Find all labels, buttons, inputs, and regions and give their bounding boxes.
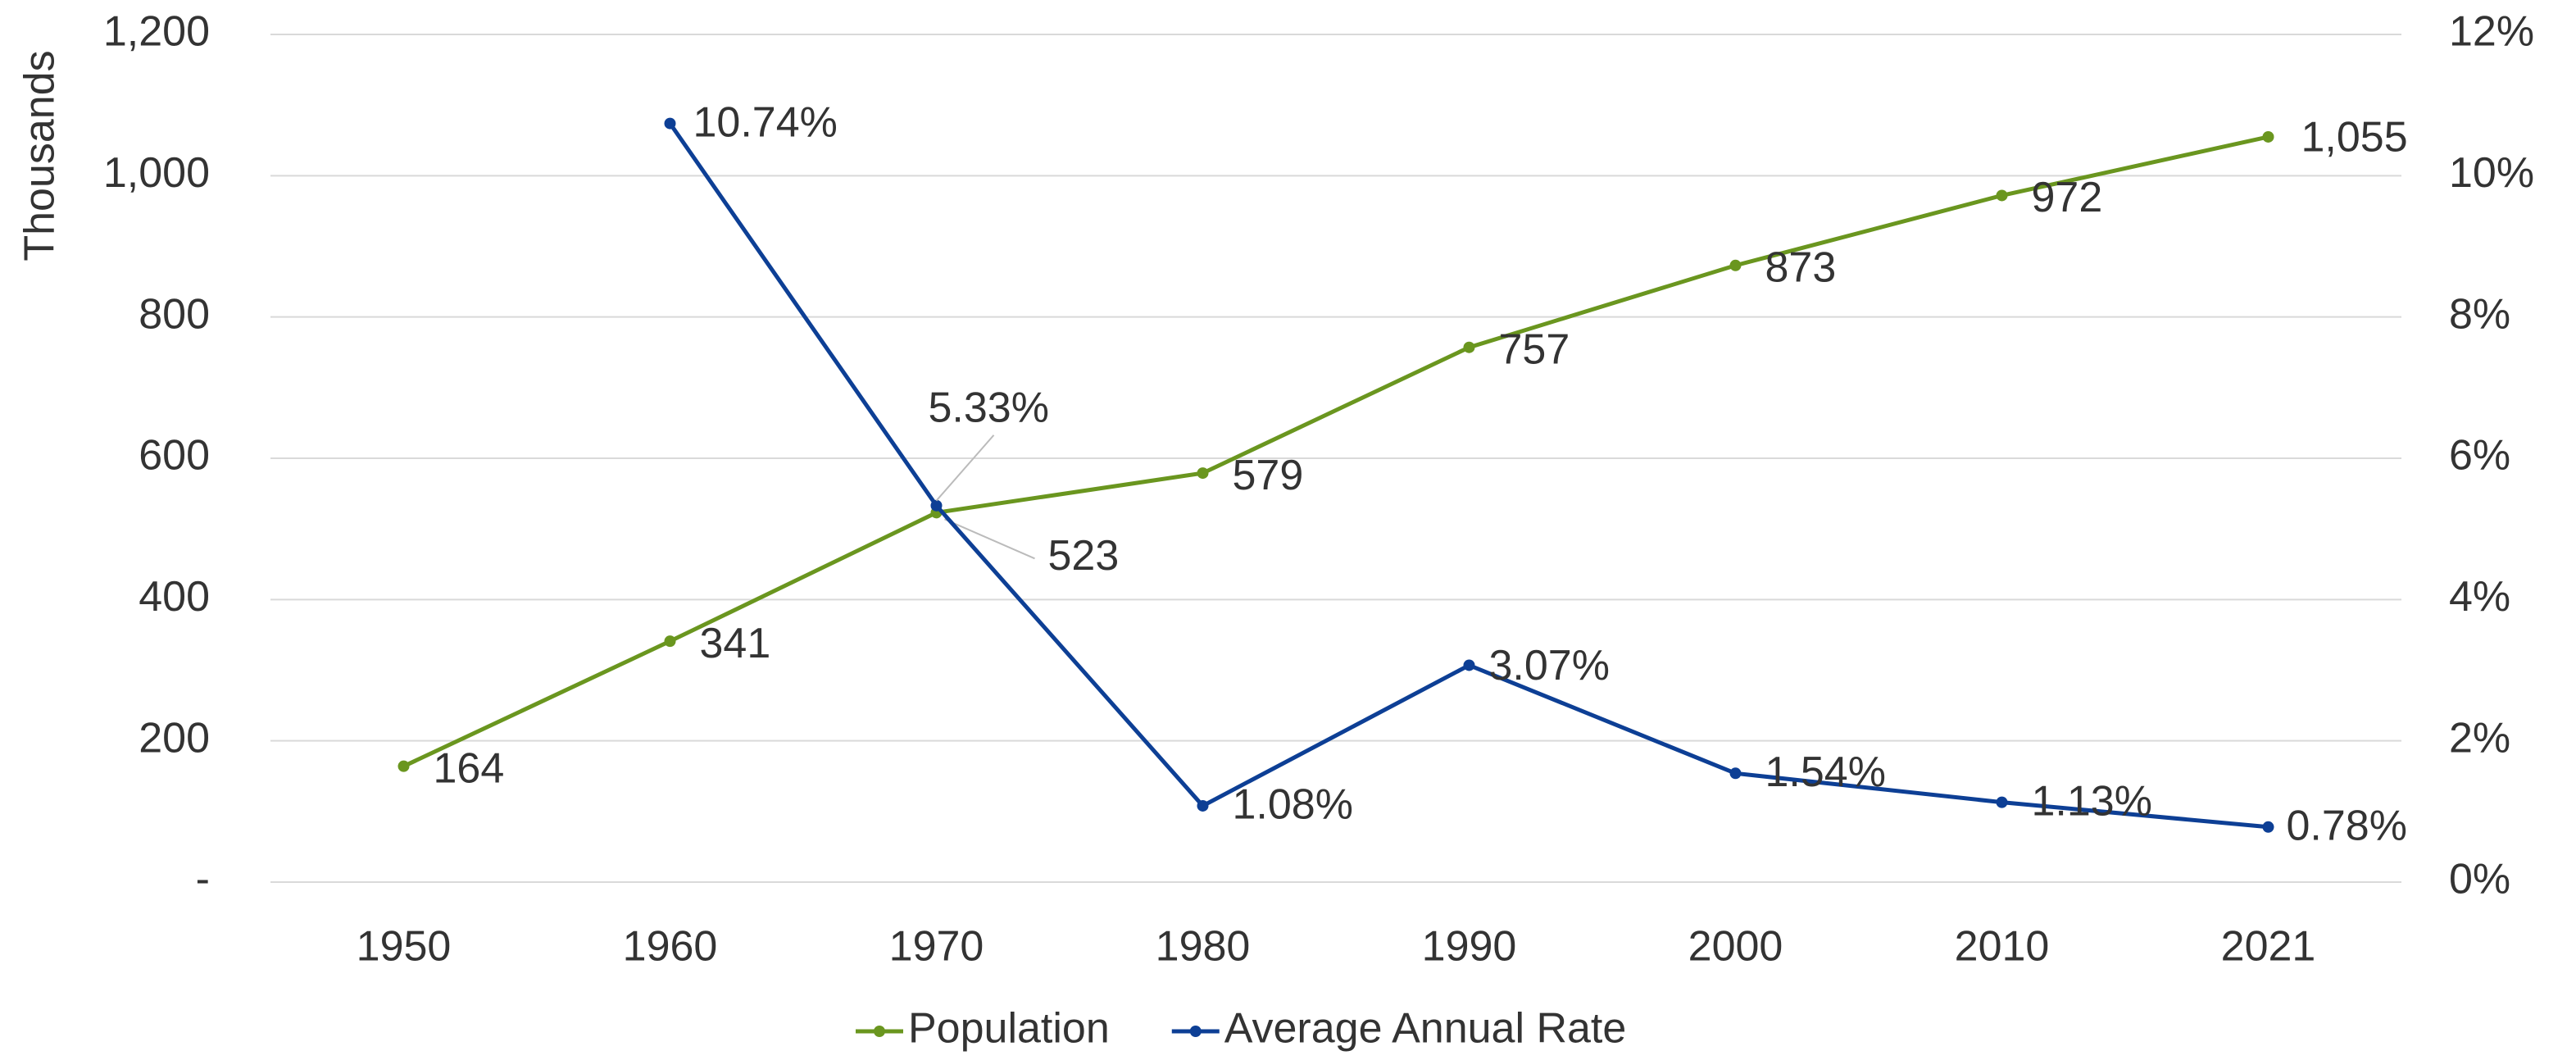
- data-point: [930, 499, 943, 512]
- y-axis-label: Thousands: [16, 50, 64, 261]
- y2-tick-label: 10%: [2449, 149, 2534, 197]
- data-label: 0.78%: [2287, 803, 2407, 850]
- y2-tick-label: 8%: [2449, 290, 2510, 338]
- y-tick-label: 800: [139, 290, 210, 338]
- y2-tick-label: 6%: [2449, 432, 2510, 480]
- series-line: [402, 134, 2269, 768]
- x-tick-label: 1960: [623, 923, 718, 971]
- data-point: [398, 760, 410, 772]
- series-line: [668, 122, 2269, 830]
- x-tick-label: 2010: [1955, 923, 2050, 971]
- legend-label: Population: [908, 1005, 1110, 1053]
- y2-tick-label: 4%: [2449, 573, 2510, 621]
- data-point: [2262, 821, 2274, 833]
- data-point: [1729, 767, 1742, 780]
- data-point: [1729, 259, 1742, 271]
- data-label: 3.07%: [1489, 642, 1610, 689]
- data-point: [1463, 341, 1475, 353]
- data-label: 10.74%: [693, 98, 838, 146]
- data-label: 757: [1499, 325, 1570, 373]
- data-point: [1996, 189, 2008, 202]
- x-tick-label: 2000: [1688, 923, 1783, 971]
- x-tick-label: 1990: [1422, 923, 1517, 971]
- y-tick-label: 200: [139, 714, 210, 762]
- y2-tick-label: 0%: [2449, 856, 2510, 903]
- data-point: [1996, 796, 2008, 808]
- y-tick-label: -: [196, 856, 210, 903]
- leader-line: [935, 434, 995, 502]
- legend-marker: [1189, 1026, 1202, 1037]
- data-label: 1.08%: [1233, 781, 1353, 829]
- data-label: 1.54%: [1765, 748, 1886, 796]
- legend-marker: [874, 1026, 885, 1037]
- y-tick-label: 600: [139, 432, 210, 480]
- data-label: 1.13%: [2032, 777, 2152, 825]
- data-label: 164: [434, 744, 505, 792]
- x-tick-label: 1950: [357, 923, 452, 971]
- y-tick-label: 1,200: [103, 8, 210, 56]
- data-label: 1,055: [2301, 114, 2408, 162]
- leader-line: [944, 518, 1035, 560]
- data-label: 341: [700, 620, 771, 667]
- data-point: [1197, 467, 1209, 480]
- data-label: 873: [1765, 243, 1837, 291]
- data-point: [664, 117, 676, 130]
- y-tick-label: 400: [139, 573, 210, 621]
- y2-tick-label: 2%: [2449, 714, 2510, 762]
- x-tick-label: 1970: [889, 923, 984, 971]
- data-label: 972: [2032, 174, 2103, 221]
- data-label: 579: [1233, 452, 1304, 499]
- data-point: [1197, 799, 1209, 812]
- data-label: 523: [1048, 532, 1120, 580]
- data-point: [1463, 659, 1475, 671]
- y2-tick-label: 12%: [2449, 8, 2534, 56]
- x-tick-label: 2021: [2221, 923, 2316, 971]
- data-point: [664, 635, 676, 648]
- data-label: 5.33%: [929, 384, 1049, 431]
- x-tick-label: 1980: [1156, 923, 1251, 971]
- legend-label: Average Annual Rate: [1224, 1005, 1627, 1053]
- data-point: [2262, 130, 2274, 143]
- y-tick-label: 1,000: [103, 149, 210, 197]
